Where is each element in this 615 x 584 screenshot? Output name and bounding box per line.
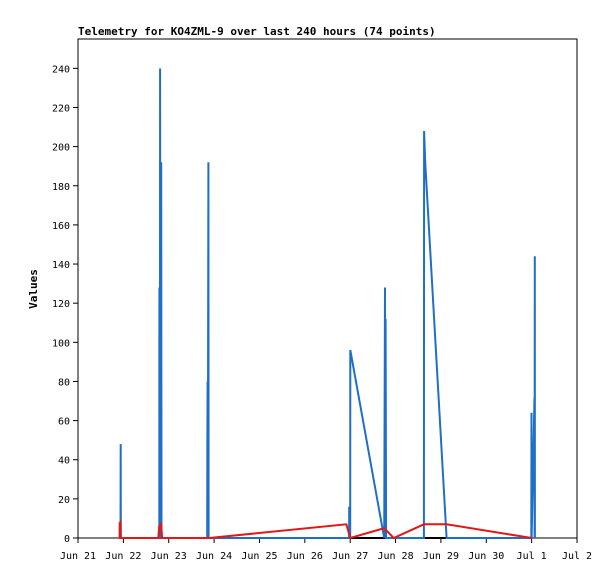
- y-tick-label: 40: [58, 456, 70, 467]
- y-tick-label: 180: [52, 182, 70, 193]
- y-tick-label: 100: [52, 338, 70, 349]
- x-tick-label: Jun 28: [377, 551, 413, 562]
- x-tick-label: Jun 29: [423, 551, 459, 562]
- y-tick-label: 60: [58, 417, 70, 428]
- x-axis-ticks: Jun 21 Jun 22 Jun 23 Jun 24 Jun 25 Jun 26 Jun …: [60, 538, 592, 562]
- x-tick-label: Jun 24: [196, 551, 232, 562]
- y-tick-label: 20: [58, 495, 70, 506]
- x-tick-label: Jun 25: [241, 551, 277, 562]
- y-axis-ticks: 0 20 40 60 80 100 120 140 160 180 200 220 240: [52, 64, 78, 545]
- series-layer: [118, 68, 536, 540]
- x-tick-label: Jul 2: [562, 551, 592, 562]
- x-tick-label: Jun 21: [60, 551, 96, 562]
- y-tick-label: 200: [52, 143, 70, 154]
- x-tick-label: Jun 23: [151, 551, 187, 562]
- y-tick-label: 160: [52, 221, 70, 232]
- y-axis-label: Values: [27, 269, 40, 309]
- y-tick-label: 140: [52, 260, 70, 271]
- x-tick-label: Jul 1: [517, 551, 547, 562]
- y-tick-label: 240: [52, 64, 70, 75]
- series-line-2: [118, 520, 532, 540]
- y-tick-label: 0: [64, 534, 70, 545]
- x-tick-label: Jun 22: [105, 551, 141, 562]
- x-tick-label: Jun 26: [287, 551, 323, 562]
- x-tick-label: Jun 27: [332, 551, 368, 562]
- y-tick-label: 220: [52, 103, 70, 114]
- series-line-1: [119, 68, 536, 539]
- y-tick-label: 120: [52, 299, 70, 310]
- chart-title: Telemetry for KO4ZML-9 over last 240 hou…: [78, 25, 436, 38]
- y-tick-label: 80: [58, 377, 70, 388]
- x-tick-label: Jun 30: [468, 551, 504, 562]
- plot-frame: [77, 38, 578, 539]
